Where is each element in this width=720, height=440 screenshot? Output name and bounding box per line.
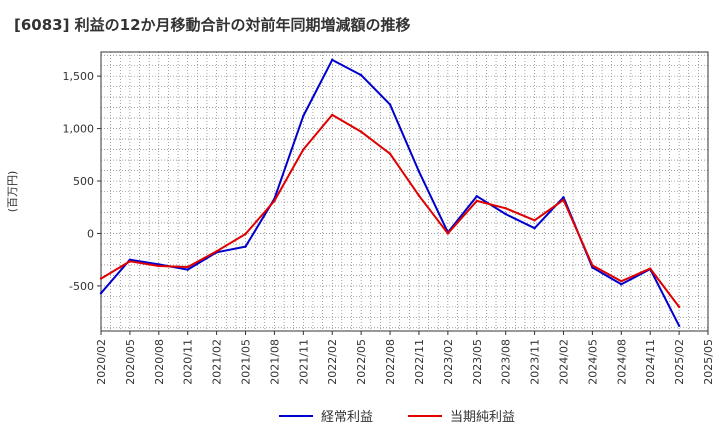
x-tick-label: 2020/05 xyxy=(124,339,137,385)
legend: 経常利益 当期純利益 xyxy=(279,410,515,425)
data-point xyxy=(215,250,218,253)
data-point xyxy=(475,199,478,203)
x-tick-label: 2025/02 xyxy=(673,339,686,385)
x-tick-label: 2024/05 xyxy=(586,339,599,385)
data-point xyxy=(533,219,536,222)
x-tick-label: 2022/05 xyxy=(355,339,368,385)
grid-layer xyxy=(101,52,708,331)
x-tick-label: 2023/11 xyxy=(529,339,542,385)
data-point xyxy=(359,73,363,77)
data-point xyxy=(186,268,189,271)
data-point xyxy=(331,58,334,62)
data-point xyxy=(302,114,305,118)
data-point xyxy=(99,277,103,280)
y-tick-label: 500 xyxy=(73,175,94,188)
series-line xyxy=(100,113,680,308)
y-tick-label: 1,000 xyxy=(63,123,95,136)
data-point xyxy=(244,245,247,248)
data-point xyxy=(591,266,594,269)
y-axis-ticks: 1,500 1,000 500 0 -500 xyxy=(63,70,101,293)
x-tick-label: 2022/02 xyxy=(326,339,339,385)
plot-area-border xyxy=(100,51,709,332)
data-point xyxy=(533,227,536,230)
data-point xyxy=(504,212,507,216)
x-tick-label: 2024/02 xyxy=(557,339,570,385)
data-point xyxy=(302,148,305,151)
x-tick-label: 2024/11 xyxy=(644,339,657,385)
data-point xyxy=(417,170,421,173)
x-tick-label: 2024/08 xyxy=(615,339,628,385)
data-point xyxy=(388,152,392,155)
data-point xyxy=(186,265,189,269)
series-line xyxy=(100,58,680,327)
y-tick-label: 1,500 xyxy=(63,70,95,83)
x-tick-label: 2025/05 xyxy=(702,339,715,385)
x-tick-label: 2021/05 xyxy=(240,339,253,385)
data-point xyxy=(331,113,334,117)
data-point xyxy=(475,195,478,198)
data-point xyxy=(591,264,594,267)
data-point xyxy=(128,260,132,263)
data-point xyxy=(99,292,103,295)
y-tick-label: -500 xyxy=(69,280,94,293)
plot-frame xyxy=(100,51,709,332)
legend-label: 当期純利益 xyxy=(450,410,515,425)
x-tick-label: 2022/08 xyxy=(384,339,397,385)
data-point xyxy=(446,232,450,235)
data-point xyxy=(648,267,652,270)
data-point xyxy=(157,264,161,268)
x-tick-label: 2020/08 xyxy=(153,339,166,385)
data-point xyxy=(504,207,507,210)
chart-title: [6083] 利益の12か月移動合計の対前年同期増減額の推移 xyxy=(14,16,411,34)
y-axis-label: (百万円) xyxy=(6,171,19,213)
data-point xyxy=(620,283,623,286)
x-tick-label: 2021/02 xyxy=(211,339,224,385)
data-point xyxy=(388,103,392,106)
data-point xyxy=(273,199,276,203)
x-tick-label: 2023/05 xyxy=(471,339,484,385)
data-point xyxy=(359,130,363,133)
x-tick-label: 2021/08 xyxy=(268,339,281,385)
data-point xyxy=(562,196,565,199)
series-layer xyxy=(99,58,681,327)
y-tick-label: 0 xyxy=(87,227,94,240)
data-point xyxy=(677,324,681,327)
x-axis-ticks: 2020/02 2020/05 2020/08 2020/11 2021/02 2021/… xyxy=(95,331,715,385)
data-point xyxy=(562,198,565,202)
data-point xyxy=(620,279,623,283)
x-tick-label: 2021/11 xyxy=(297,339,310,385)
x-tick-label: 2020/11 xyxy=(182,339,195,385)
data-point xyxy=(417,194,421,197)
x-tick-label: 2023/02 xyxy=(442,339,455,385)
data-point xyxy=(677,305,681,309)
legend-label: 経常利益 xyxy=(321,410,373,425)
x-tick-label: 2020/02 xyxy=(95,339,108,385)
x-tick-label: 2022/11 xyxy=(413,339,426,385)
data-point xyxy=(244,232,247,236)
x-tick-label: 2023/08 xyxy=(500,339,513,385)
